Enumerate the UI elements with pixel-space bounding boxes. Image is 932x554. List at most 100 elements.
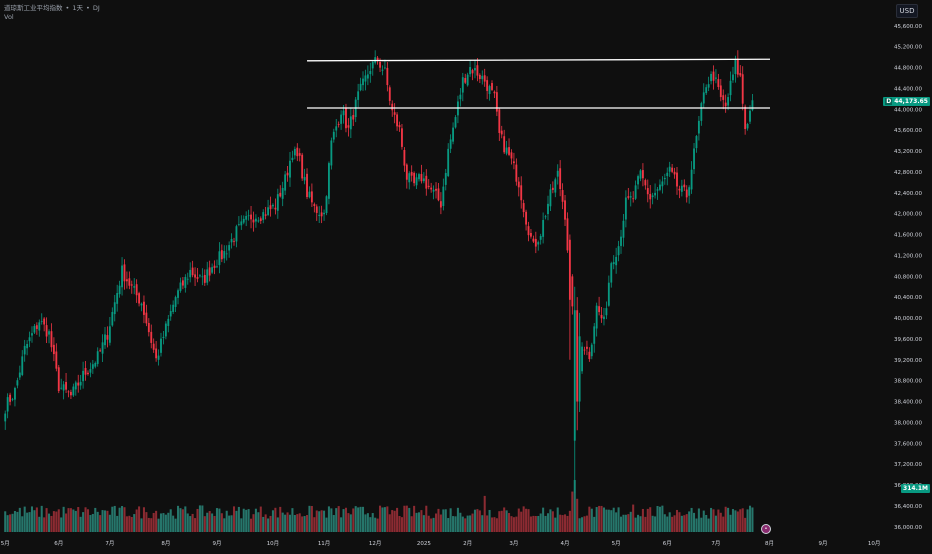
candle-body bbox=[697, 120, 700, 134]
trendlines[interactable] bbox=[307, 58, 771, 109]
volume-bar bbox=[330, 508, 333, 532]
volume-bar bbox=[425, 505, 428, 532]
candle-body bbox=[340, 114, 343, 124]
volume-bar bbox=[678, 512, 681, 532]
volume-bar bbox=[500, 510, 503, 532]
volume-bar bbox=[629, 511, 632, 532]
price-tick-label: 42,400.00 bbox=[894, 191, 922, 197]
price-tick-label: 44,800.00 bbox=[894, 66, 922, 72]
candle-body bbox=[303, 176, 306, 181]
volume-bar bbox=[155, 510, 158, 532]
volume-bar bbox=[108, 514, 111, 532]
candle-body bbox=[104, 334, 106, 346]
volume-bar bbox=[581, 517, 584, 532]
candle-body bbox=[722, 95, 725, 100]
volume-bar bbox=[69, 508, 72, 532]
candle-body bbox=[551, 187, 554, 190]
volume-bar bbox=[186, 513, 189, 532]
time-tick-label: 4月 bbox=[561, 540, 570, 547]
volume-bar bbox=[96, 511, 99, 532]
candle-body bbox=[323, 212, 325, 215]
candle-body bbox=[739, 72, 742, 76]
time-axis[interactable]: 5月 6月 7月 8月 9月 10月 11月 12月 2025 2月 3月 4月 5月 6月 7月 8月 9月 1… bbox=[1, 540, 881, 547]
candle-body bbox=[199, 275, 201, 277]
candle-body bbox=[259, 218, 262, 221]
volume-bar bbox=[125, 516, 128, 532]
candle-body bbox=[459, 94, 462, 100]
candle-body bbox=[547, 203, 549, 215]
candle-body bbox=[581, 346, 583, 372]
volume-bar bbox=[220, 513, 223, 532]
volume-bar bbox=[310, 506, 313, 532]
price-tick-label: 40,400.00 bbox=[894, 295, 922, 301]
volume-bar bbox=[417, 512, 421, 532]
candle-body bbox=[381, 69, 384, 71]
currency-button[interactable]: USD bbox=[896, 4, 918, 18]
volume-bar bbox=[527, 509, 530, 532]
candle-body bbox=[48, 331, 50, 335]
volume-bar bbox=[169, 509, 172, 532]
volume-bar bbox=[293, 515, 296, 532]
candle-body bbox=[57, 367, 60, 392]
volume-bar bbox=[727, 507, 730, 532]
candle-body bbox=[676, 172, 678, 187]
candle-body bbox=[442, 186, 445, 207]
volume-bar bbox=[481, 515, 484, 532]
event-flag-icon[interactable]: • bbox=[761, 524, 771, 534]
candle-body bbox=[464, 78, 467, 83]
candle-body bbox=[734, 59, 737, 74]
candle-body bbox=[617, 246, 620, 256]
volume-bar bbox=[683, 515, 686, 532]
candle-body bbox=[515, 164, 518, 182]
volume-bar bbox=[622, 514, 625, 532]
volume-bar bbox=[301, 516, 304, 532]
candle-body bbox=[483, 75, 486, 82]
candle-body bbox=[641, 170, 644, 179]
candle-body bbox=[481, 75, 484, 80]
volume-bar bbox=[99, 515, 102, 532]
candle-body bbox=[9, 394, 12, 402]
volume-bar bbox=[410, 516, 413, 532]
time-tick-label: 7月 bbox=[711, 540, 720, 547]
candle-body bbox=[306, 173, 308, 198]
candle-body bbox=[486, 80, 489, 91]
candle-body bbox=[84, 367, 87, 375]
candle-body bbox=[206, 269, 209, 283]
candle-body bbox=[276, 194, 279, 211]
volume-bar bbox=[242, 508, 245, 532]
candle-body bbox=[269, 205, 272, 210]
volume-bar bbox=[542, 507, 545, 532]
volume-bar bbox=[685, 514, 688, 532]
volume-bar bbox=[383, 507, 386, 532]
candle-body bbox=[559, 168, 562, 189]
price-tick-label: 40,000.00 bbox=[894, 316, 922, 322]
candle-body bbox=[21, 356, 24, 375]
volume-bar bbox=[656, 505, 659, 532]
volume-legend-row[interactable]: Vol bbox=[4, 13, 100, 22]
volume-bar bbox=[654, 516, 657, 532]
candle-body bbox=[702, 92, 705, 104]
volume-bar bbox=[225, 510, 228, 532]
candle-body bbox=[656, 189, 659, 191]
candle-body bbox=[70, 391, 72, 396]
volume-bar bbox=[376, 518, 379, 532]
volume-bar bbox=[459, 512, 462, 532]
volume-bar bbox=[466, 515, 469, 532]
candle-body bbox=[439, 201, 442, 208]
volume-bar bbox=[736, 511, 739, 532]
volume-bar bbox=[6, 515, 9, 532]
symbol-row[interactable]: 道琼斯工业平均指数 • 1天 • DJ bbox=[4, 4, 100, 13]
volume-bar bbox=[610, 510, 613, 532]
candle-body bbox=[600, 314, 603, 319]
volume-bar bbox=[488, 509, 491, 532]
candle-body bbox=[113, 302, 116, 315]
candle-body bbox=[724, 102, 727, 107]
volume-bar bbox=[174, 518, 177, 532]
candle-body bbox=[155, 348, 158, 359]
candle-body bbox=[18, 372, 21, 378]
candle-body bbox=[746, 124, 749, 129]
candle-body bbox=[181, 280, 184, 286]
candle-body bbox=[454, 117, 457, 128]
